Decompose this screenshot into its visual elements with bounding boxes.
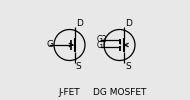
Text: G1: G1 [97, 42, 107, 50]
Text: J-FET: J-FET [59, 88, 80, 97]
Text: G2: G2 [97, 35, 107, 44]
Text: G: G [47, 40, 54, 49]
Text: DG MOSFET: DG MOSFET [93, 88, 146, 97]
Text: D: D [76, 19, 83, 28]
Text: S: S [125, 62, 131, 71]
Text: S: S [76, 62, 82, 71]
Text: D: D [125, 19, 132, 28]
